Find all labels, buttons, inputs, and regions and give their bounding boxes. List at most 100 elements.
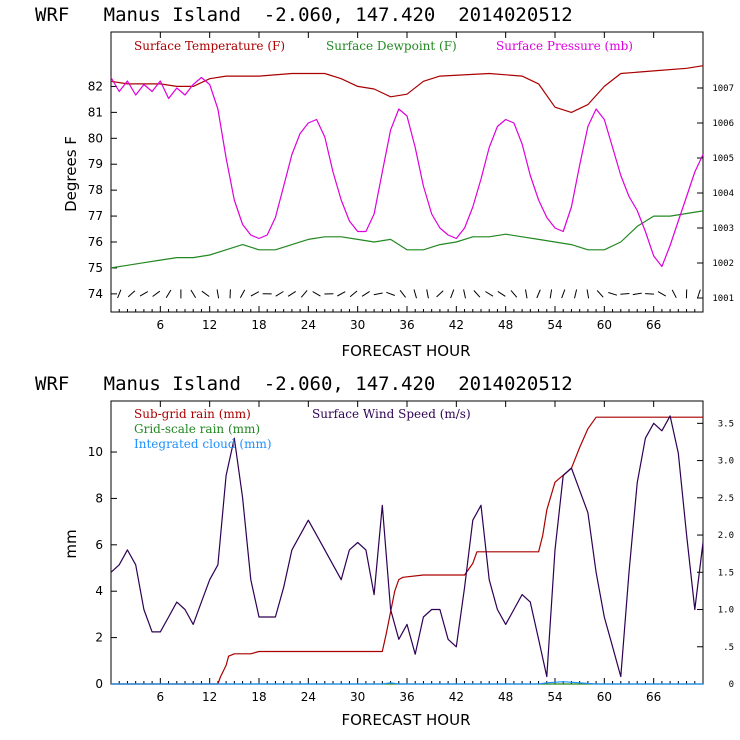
chart-2-y2-axis: 0 .5 1.0 1.5 2.0 2.5 3.0 3.5 [697, 419, 734, 690]
legend-surface-wind-speed: Surface Wind Speed (m/s) [312, 407, 471, 421]
y-tick-label: 10 [88, 445, 103, 459]
y2-tick-label: 1.0 [718, 606, 734, 616]
wind-barb [312, 291, 321, 297]
y-tick-label: 0 [95, 677, 103, 691]
chart-2-title: WRF Manus Island -2.060, 147.420 2014020… [35, 373, 573, 395]
wind-barb [399, 289, 406, 298]
wind-barb [510, 290, 518, 298]
y-tick-label: 82 [88, 79, 103, 93]
chart-1-title: WRF Manus Island -2.060, 147.420 2014020… [35, 4, 573, 26]
x-tick-label: 42 [449, 690, 464, 704]
legend-grid-scale-rain: Grid-scale rain (mm) [134, 422, 260, 436]
y-tick-label: 78 [88, 183, 103, 197]
y-tick-label: 80 [88, 131, 103, 145]
series-line-integrated-cloud-mm [111, 681, 703, 685]
wind-barb [596, 290, 604, 298]
wind-barb [657, 291, 667, 297]
x-tick-label: 48 [498, 690, 513, 704]
series-line-surface-wind-speed-m-s [110, 415, 704, 678]
chart-2-y-axis-label: mm [62, 529, 80, 558]
y-tick-label: 8 [95, 491, 103, 505]
chart-1-series [110, 65, 704, 269]
y-tick-label: 76 [88, 235, 103, 249]
y-tick-label: 74 [88, 287, 103, 301]
wind-barb [139, 291, 149, 297]
wind-barb [450, 289, 455, 299]
y-tick-label: 81 [88, 105, 103, 119]
wind-barb [117, 289, 122, 299]
y2-tick-label: 1004 [712, 189, 734, 199]
wind-barb [525, 289, 528, 299]
y2-tick-label: 1007 [712, 84, 734, 94]
legend-surface-pressure: Surface Pressure (mb) [496, 39, 633, 53]
x-tick-label: 6 [157, 690, 165, 704]
y2-tick-label: 1006 [712, 119, 734, 129]
wind-barb [165, 289, 172, 298]
series-line-surface-pressure-mb [110, 76, 704, 268]
wind-barb [337, 291, 346, 297]
x-tick-label: 42 [449, 318, 464, 332]
x-tick-label: 36 [399, 690, 414, 704]
series-line-sub-grid-rain-mm [111, 416, 703, 685]
legend-surface-dewpoint: Surface Dewpoint (F) [326, 39, 457, 53]
wind-barb [287, 290, 296, 297]
y-tick-label: 2 [95, 631, 103, 645]
chart-2-series [110, 415, 704, 685]
wind-barb [373, 292, 383, 296]
chart-1-legend: Surface Temperature (F) Surface Dewpoint… [134, 39, 633, 53]
legend-sub-grid-rain: Sub-grid rain (mm) [134, 407, 251, 421]
wind-barb [216, 289, 220, 299]
x-tick-label: 24 [301, 690, 316, 704]
x-tick-label: 66 [646, 318, 661, 332]
wind-barb [250, 291, 260, 297]
y-tick-label: 79 [88, 157, 103, 171]
wind-barb [697, 289, 701, 299]
y2-tick-label: 2.0 [718, 531, 734, 541]
chart-1-y-axis: 74 75 76 77 78 79 80 81 82 [88, 79, 117, 301]
y2-tick-label: 3.0 [718, 457, 734, 467]
wind-barb [426, 289, 429, 299]
y2-tick-label: 0 [729, 680, 734, 690]
wind-barb [549, 289, 553, 299]
y2-tick-label: 1005 [712, 154, 734, 164]
wind-barb [620, 293, 630, 295]
y2-tick-label: 1001 [712, 294, 734, 304]
chart-2-y-axis: 0 2 4 6 8 10 [88, 445, 117, 691]
wind-barb [361, 290, 370, 297]
wind-barb [152, 290, 161, 297]
wind-barb [275, 291, 284, 297]
y-tick-label: 4 [95, 584, 103, 598]
wind-barb [239, 289, 246, 299]
wind-barb [413, 289, 417, 299]
y-tick-label: 75 [88, 261, 103, 275]
wind-barb [386, 291, 395, 296]
wind-barb [463, 289, 466, 299]
wind-barb [436, 290, 444, 298]
series-line-surface-dewpoint-f [110, 210, 704, 269]
wind-barb [586, 289, 590, 299]
x-tick-label: 12 [202, 318, 217, 332]
wind-barb [561, 289, 566, 299]
legend-surface-temperature: Surface Temperature (F) [134, 39, 285, 53]
chart-1-x-axis-label: FORECAST HOUR [341, 342, 470, 360]
x-tick-label: 30 [350, 690, 365, 704]
x-tick-label: 12 [202, 690, 217, 704]
y-tick-label: 77 [88, 209, 103, 223]
legend-integrated-cloud: Integrated cloud (mm) [134, 437, 272, 451]
y2-tick-label: 1002 [712, 259, 734, 269]
temperature-panel: WRF Manus Island -2.060, 147.420 2014020… [35, 4, 734, 360]
wind-barb [485, 291, 494, 297]
x-tick-label: 18 [251, 690, 266, 704]
x-tick-label: 24 [301, 318, 316, 332]
x-tick-label: 18 [251, 318, 266, 332]
x-tick-label: 60 [597, 690, 612, 704]
x-tick-label: 54 [547, 318, 562, 332]
chart-2-legend: Sub-grid rain (mm) Grid-scale rain (mm) … [134, 407, 471, 451]
chart-2-x-axis-label: FORECAST HOUR [341, 711, 470, 729]
y2-tick-label: 3.5 [718, 419, 734, 429]
wind-barb [536, 289, 541, 299]
x-tick-label: 54 [547, 690, 562, 704]
wind-barb [574, 289, 578, 299]
y2-tick-label: .5 [723, 643, 734, 653]
